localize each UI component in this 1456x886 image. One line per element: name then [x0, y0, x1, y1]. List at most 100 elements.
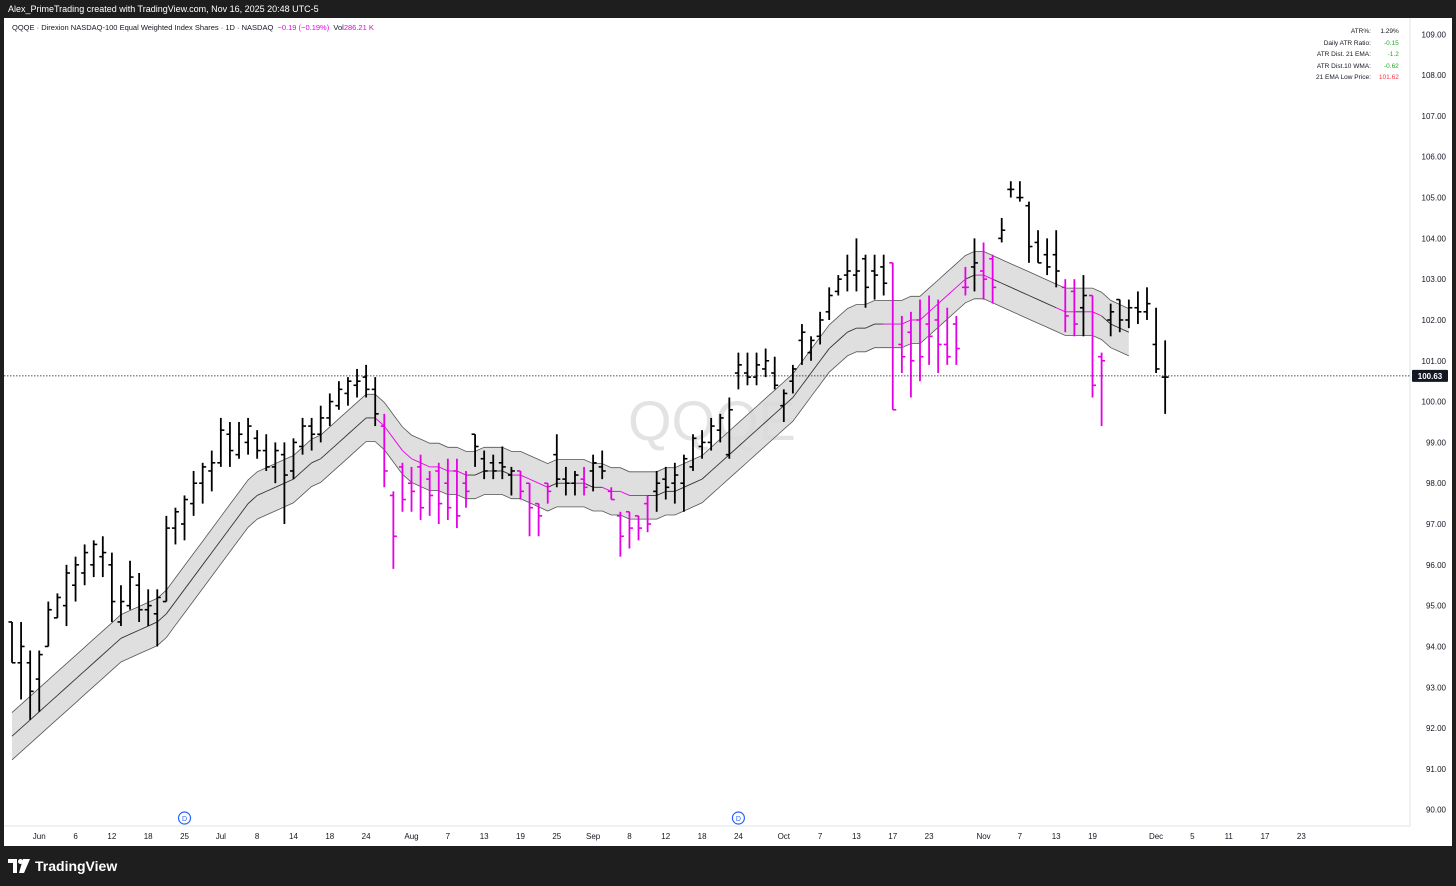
- ohlc-bar[interactable]: [843, 254, 851, 292]
- ohlc-bar[interactable]: [181, 495, 189, 541]
- ohlc-bar[interactable]: [716, 413, 724, 443]
- ohlc-bar[interactable]: [244, 417, 252, 455]
- ohlc-bar[interactable]: [535, 502, 543, 537]
- ohlc-bar[interactable]: [880, 254, 888, 296]
- ohlc-bar[interactable]: [1061, 279, 1069, 333]
- ohlc-bar[interactable]: [989, 254, 997, 304]
- ohlc-bar[interactable]: [26, 650, 34, 720]
- ohlc-bar[interactable]: [952, 315, 960, 365]
- ohlc-bar[interactable]: [471, 433, 479, 467]
- ohlc-bar[interactable]: [1116, 298, 1124, 333]
- ohlc-bar[interactable]: [53, 593, 61, 619]
- ohlc-bar[interactable]: [299, 417, 307, 455]
- ohlc-bar[interactable]: [190, 470, 198, 516]
- ohlc-bar[interactable]: [644, 495, 652, 533]
- ohlc-bar[interactable]: [235, 422, 243, 459]
- ohlc-bar[interactable]: [35, 650, 43, 712]
- ohlc-bar[interactable]: [898, 315, 906, 374]
- ohlc-bar[interactable]: [862, 254, 870, 308]
- ohlc-bar[interactable]: [226, 422, 234, 467]
- ohlc-bar[interactable]: [153, 589, 161, 647]
- ohlc-bar[interactable]: [798, 324, 806, 365]
- ohlc-bar[interactable]: [553, 434, 561, 488]
- ohlc-bar[interactable]: [480, 450, 488, 480]
- ohlc-bar[interactable]: [208, 450, 216, 492]
- ohlc-bar[interactable]: [825, 287, 833, 320]
- ohlc-bar[interactable]: [262, 434, 270, 471]
- ohlc-bar[interactable]: [380, 413, 388, 488]
- ohlc-bar[interactable]: [462, 470, 470, 508]
- ohlc-bar[interactable]: [607, 487, 615, 501]
- ohlc-bar[interactable]: [616, 511, 624, 557]
- ohlc-bar[interactable]: [280, 442, 288, 525]
- ohlc-bar[interactable]: [571, 470, 579, 496]
- ohlc-bar[interactable]: [834, 275, 842, 296]
- ohlc-bar[interactable]: [362, 364, 370, 398]
- ohlc-bar[interactable]: [271, 442, 279, 484]
- ohlc-bar[interactable]: [852, 238, 860, 292]
- ohlc-bar[interactable]: [789, 364, 797, 394]
- ohlc-bar[interactable]: [725, 397, 733, 459]
- ohlc-bar[interactable]: [662, 466, 670, 500]
- ohlc-bar[interactable]: [625, 510, 633, 549]
- ohlc-bar[interactable]: [135, 572, 143, 622]
- symbol-header[interactable]: QQQE · Direxion NASDAQ-100 Equal Weighte…: [12, 23, 374, 32]
- ohlc-bar[interactable]: [580, 466, 588, 496]
- ohlc-bar[interactable]: [689, 434, 697, 471]
- chart-area[interactable]: QQQE 100.63 90.00 91.00 92.00 93.00 94.00 95.…: [4, 18, 1452, 846]
- ohlc-bar[interactable]: [544, 482, 552, 504]
- ohlc-bar[interactable]: [1089, 294, 1097, 398]
- ohlc-bar[interactable]: [889, 262, 897, 411]
- ohlc-bar[interactable]: [680, 454, 688, 512]
- dividend-marker[interactable]: D: [177, 811, 192, 825]
- ohlc-bar[interactable]: [871, 254, 879, 300]
- ohlc-bar[interactable]: [762, 348, 770, 378]
- ohlc-bar[interactable]: [653, 470, 661, 512]
- ohlc-bar[interactable]: [171, 507, 179, 545]
- ohlc-bar[interactable]: [144, 589, 152, 627]
- ohlc-bar[interactable]: [743, 352, 751, 386]
- ohlc-bar[interactable]: [117, 585, 125, 627]
- ohlc-bar[interactable]: [807, 336, 815, 361]
- ohlc-bar[interactable]: [353, 368, 361, 398]
- ohlc-bar[interactable]: [72, 556, 80, 602]
- ohlc-bar[interactable]: [998, 217, 1006, 243]
- ohlc-bar[interactable]: [1125, 299, 1133, 329]
- ohlc-bar[interactable]: [253, 430, 261, 459]
- ohlc-bar[interactable]: [589, 454, 597, 492]
- ohlc-bar[interactable]: [417, 454, 425, 520]
- ohlc-bar[interactable]: [344, 377, 352, 406]
- ohlc-bar[interactable]: [435, 462, 443, 525]
- ohlc-bar[interactable]: [970, 238, 978, 292]
- timeframe[interactable]: 1D: [225, 23, 235, 32]
- ohlc-bar[interactable]: [99, 536, 107, 578]
- ohlc-bar[interactable]: [1107, 303, 1115, 337]
- ohlc-bar[interactable]: [1007, 181, 1015, 198]
- ohlc-bar[interactable]: [961, 266, 969, 296]
- ohlc-bar[interactable]: [444, 458, 452, 520]
- ohlc-bar[interactable]: [62, 564, 70, 627]
- ohlc-bar[interactable]: [1025, 201, 1033, 263]
- ohlc-bar[interactable]: [1079, 275, 1087, 337]
- ohlc-bar[interactable]: [526, 482, 534, 537]
- tradingview-logo[interactable]: TradingView: [8, 856, 117, 876]
- ohlc-bar[interactable]: [925, 295, 933, 365]
- ohlc-bar[interactable]: [707, 417, 715, 451]
- ohlc-bar[interactable]: [44, 601, 52, 648]
- ohlc-bar[interactable]: [1070, 279, 1078, 337]
- ohlc-bar[interactable]: [8, 621, 16, 664]
- ohlc-bar[interactable]: [734, 352, 742, 390]
- ohlc-bar[interactable]: [408, 466, 416, 512]
- symbol-ticker[interactable]: QQQE: [12, 23, 35, 32]
- ohlc-bar[interactable]: [81, 544, 89, 586]
- ohlc-bar[interactable]: [671, 462, 679, 504]
- ohlc-bar[interactable]: [771, 356, 779, 390]
- ohlc-bar[interactable]: [308, 417, 316, 451]
- ohlc-bar[interactable]: [507, 466, 515, 496]
- ohlc-bar[interactable]: [453, 458, 461, 529]
- ohlc-bar[interactable]: [199, 462, 207, 504]
- ohlc-bar[interactable]: [1034, 230, 1042, 264]
- ohlc-bar[interactable]: [289, 438, 297, 480]
- ohlc-bar[interactable]: [1152, 307, 1160, 374]
- ohlc-bar[interactable]: [126, 560, 134, 610]
